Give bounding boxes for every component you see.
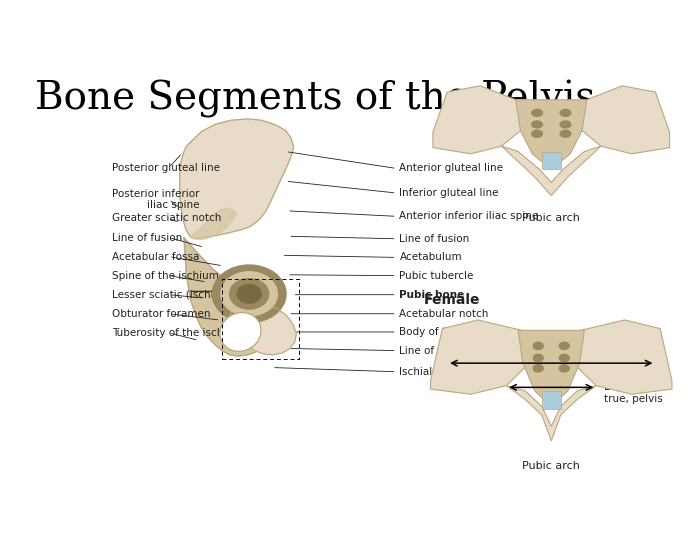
- Text: Bone Segments of the Pelvis: Bone Segments of the Pelvis: [35, 80, 596, 118]
- Circle shape: [230, 279, 269, 309]
- Circle shape: [212, 265, 286, 323]
- Polygon shape: [433, 86, 530, 154]
- Polygon shape: [506, 386, 596, 441]
- Polygon shape: [501, 146, 601, 196]
- Text: Spine of the ischium: Spine of the ischium: [112, 271, 219, 281]
- Text: Body of the pubic bone: Body of the pubic bone: [400, 327, 521, 337]
- Circle shape: [560, 130, 570, 137]
- Polygon shape: [516, 100, 587, 169]
- Text: Lesser sciatic (ischial) notch: Lesser sciatic (ischial) notch: [112, 290, 260, 300]
- Circle shape: [559, 342, 569, 349]
- Circle shape: [559, 354, 569, 361]
- Circle shape: [237, 284, 261, 303]
- Text: Anterior gluteal line: Anterior gluteal line: [400, 163, 503, 173]
- Polygon shape: [184, 238, 267, 356]
- Text: Pubic arch: Pubic arch: [522, 213, 580, 223]
- Ellipse shape: [220, 312, 261, 351]
- Text: Pubic tubercle: Pubic tubercle: [400, 271, 474, 281]
- Text: Line of fusion: Line of fusion: [112, 233, 182, 243]
- Circle shape: [532, 121, 542, 128]
- Text: Acetabulum: Acetabulum: [400, 252, 462, 262]
- Circle shape: [532, 130, 542, 137]
- Circle shape: [560, 121, 570, 128]
- Polygon shape: [180, 119, 294, 239]
- Circle shape: [533, 342, 543, 349]
- Text: Obturator foramen: Obturator foramen: [112, 309, 211, 319]
- Polygon shape: [573, 86, 670, 154]
- Polygon shape: [230, 300, 296, 355]
- Circle shape: [559, 365, 569, 372]
- Text: Female: Female: [424, 293, 480, 307]
- Polygon shape: [430, 320, 535, 394]
- Text: Acetabular fossa: Acetabular fossa: [112, 251, 200, 262]
- Polygon shape: [518, 331, 584, 406]
- Text: Ischial ramus: Ischial ramus: [400, 367, 469, 377]
- Circle shape: [533, 365, 543, 372]
- Text: Posterior inferior
iliac spine: Posterior inferior iliac spine: [112, 189, 200, 210]
- Text: Lesser, or
true, pelvis: Lesser, or true, pelvis: [604, 382, 663, 404]
- Text: Line of fusion: Line of fusion: [400, 234, 470, 244]
- Text: Male: Male: [442, 118, 475, 131]
- Text: Pubic arch: Pubic arch: [522, 461, 580, 471]
- Polygon shape: [542, 391, 561, 409]
- Circle shape: [560, 109, 570, 117]
- Text: Greater, or
false, pelvis: Greater, or false, pelvis: [604, 354, 666, 375]
- Polygon shape: [568, 320, 672, 394]
- Text: Pubic bone: Pubic bone: [400, 290, 465, 300]
- Text: Line of fusion: Line of fusion: [400, 345, 470, 356]
- Text: Acetabular notch: Acetabular notch: [400, 309, 489, 319]
- Polygon shape: [190, 208, 237, 240]
- Polygon shape: [542, 151, 561, 169]
- Circle shape: [532, 109, 542, 117]
- Text: Greater sciatic notch: Greater sciatic notch: [112, 213, 221, 223]
- Text: Posterior gluteal line: Posterior gluteal line: [112, 163, 220, 173]
- Circle shape: [221, 272, 277, 316]
- Text: Tuberosity of the ischium: Tuberosity of the ischium: [112, 328, 243, 338]
- Text: Anterior inferior iliac spine: Anterior inferior iliac spine: [400, 211, 539, 221]
- Circle shape: [533, 354, 543, 361]
- Text: Inferior gluteal line: Inferior gluteal line: [400, 188, 499, 198]
